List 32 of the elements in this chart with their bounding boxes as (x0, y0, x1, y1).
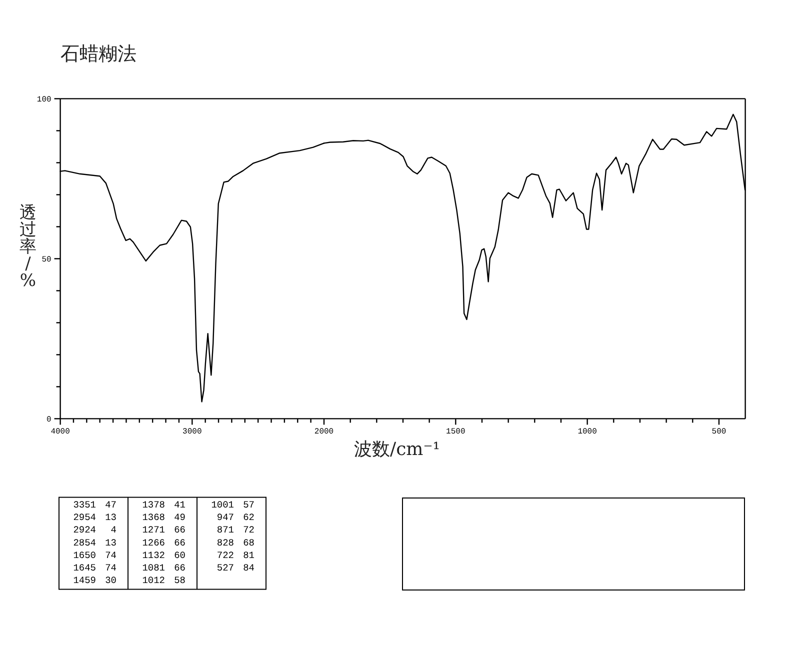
annotation: 871 72 (216, 524, 254, 536)
annotation: 1081 66 (142, 562, 186, 574)
annotation: 1012 58 (142, 575, 186, 586)
annotation: 722 81 (216, 550, 254, 561)
annotation: 3351 47 (73, 500, 116, 510)
annotation: 2954 13 (73, 512, 116, 524)
annotation: 1459 30 (73, 575, 116, 586)
annotation: 1271 66 (142, 524, 186, 536)
annotation: 1001 57 (211, 500, 254, 510)
y-tick-label: 0 (46, 416, 52, 425)
y-tick-label: 50 (42, 256, 52, 265)
annotation: 828 68 (216, 537, 254, 548)
annotation: 1132 60 (142, 550, 186, 561)
title: 石蜡糊法 (60, 43, 136, 65)
annotation: 1645 74 (73, 562, 116, 574)
annotation: 1266 66 (142, 537, 186, 548)
annotation: 1378 41 (142, 500, 186, 510)
annotation: 527 84 (216, 562, 254, 574)
x-tick-label: 1500 (446, 428, 466, 437)
x-tick-label: 3000 (182, 428, 202, 437)
annotation: 2854 13 (73, 537, 116, 548)
annotation: 1368 49 (142, 512, 186, 524)
x-tick-label: 4000 (50, 428, 70, 437)
xlabel: 波数/cm⁻¹ (354, 439, 440, 460)
x-tick-label: 500 (712, 428, 726, 437)
ylabel: 透过率/% (20, 203, 36, 291)
x-tick-label: 1000 (578, 428, 598, 437)
y-tick-label: 100 (36, 96, 52, 105)
annotation: 2924 4 (73, 524, 116, 536)
x-tick-label: 2000 (314, 428, 334, 437)
annotation: 1650 74 (73, 550, 116, 561)
annotation: 947 62 (216, 512, 254, 524)
